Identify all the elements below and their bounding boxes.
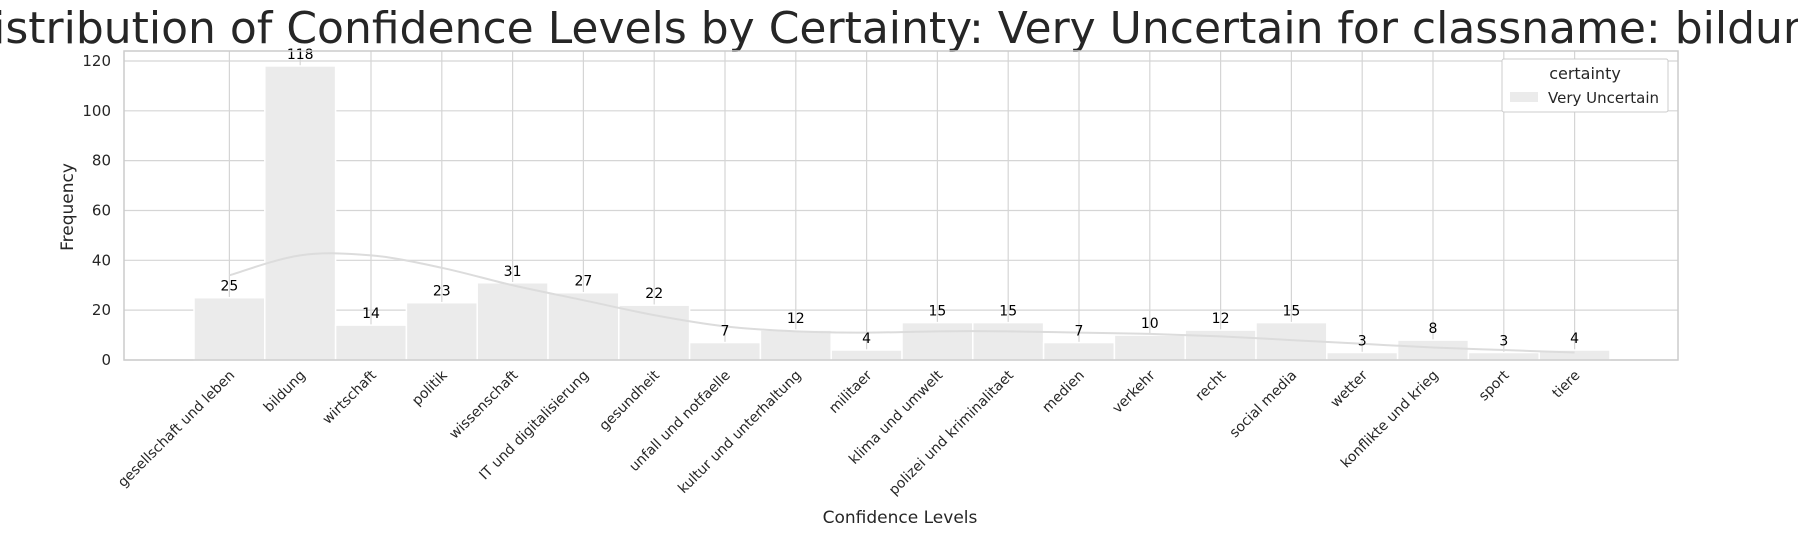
bar-label-10: 15 xyxy=(928,304,946,320)
bar-7[interactable] xyxy=(688,341,762,361)
bar-label-11: 15 xyxy=(999,304,1017,320)
y-tick-40: 40 xyxy=(92,251,111,269)
bar-6[interactable] xyxy=(618,304,691,361)
legend-frame xyxy=(1501,58,1669,113)
bar-label-9: 4 xyxy=(862,331,871,347)
x-tick-13: verkehr xyxy=(1109,367,1158,416)
x-tick-4: wissenschaft xyxy=(446,367,521,442)
x-tick-16: wetter xyxy=(1328,367,1372,411)
x-tick-0: gesellschaft und leben xyxy=(115,368,238,491)
bar-label-18: 3 xyxy=(1499,334,1508,350)
bar-label-15: 15 xyxy=(1282,304,1300,320)
bar-10[interactable] xyxy=(901,321,974,361)
x-tick-11: polizei und kriminalitaet xyxy=(886,367,1017,498)
bar-label-4: 31 xyxy=(504,264,522,280)
kde-line xyxy=(229,252,1575,354)
x-tick-2: wirtschaft xyxy=(320,367,381,428)
x-tick-14: recht xyxy=(1193,367,1230,404)
bar-label-8: 12 xyxy=(787,311,805,327)
bar-label-7: 7 xyxy=(721,324,730,340)
bar-label-12: 7 xyxy=(1075,324,1084,340)
legend-swatch xyxy=(1510,92,1538,102)
x-tick-12: medien xyxy=(1039,368,1087,416)
x-tick-15: social media xyxy=(1227,368,1301,442)
y-tick-60: 60 xyxy=(92,201,111,219)
bar-label-0: 25 xyxy=(220,279,238,295)
y-tick-120: 120 xyxy=(82,52,111,70)
bar-13[interactable] xyxy=(1113,334,1186,361)
bar-label-6: 22 xyxy=(645,286,663,302)
bar-8[interactable] xyxy=(759,329,832,361)
kde-curve xyxy=(229,252,1575,354)
bar-label-16: 3 xyxy=(1358,334,1367,350)
bar-5[interactable] xyxy=(547,291,620,361)
bar-4[interactable] xyxy=(476,282,549,361)
bar-16[interactable] xyxy=(1326,351,1399,361)
y-tick-0: 0 xyxy=(101,351,111,369)
bar-label-17: 8 xyxy=(1429,321,1438,337)
plot-frame xyxy=(123,50,1679,361)
bar-label-1: 118 xyxy=(287,47,314,63)
bar-9[interactable] xyxy=(830,349,903,361)
x-tick-6: gesundheit xyxy=(596,367,663,434)
y-tick-100: 100 xyxy=(82,102,111,120)
bar-3[interactable] xyxy=(405,301,478,361)
y-axis-label: Frequency xyxy=(58,163,78,251)
grid xyxy=(124,51,1678,361)
bar-label-2: 14 xyxy=(362,306,380,322)
x-ticks: gesellschaft und leben bildung wirtschaft p… xyxy=(115,367,1583,499)
x-tick-9: militaer xyxy=(826,367,875,416)
y-tick-80: 80 xyxy=(92,152,111,170)
x-tick-1: bildung xyxy=(261,368,309,416)
bar-1[interactable] xyxy=(264,65,337,361)
bar-label-19: 4 xyxy=(1570,331,1579,347)
bar-11[interactable] xyxy=(972,321,1045,361)
bars xyxy=(193,65,1611,361)
legend-title: certainty xyxy=(1549,64,1621,83)
y-ticks: 0 20 40 60 80 100 120 xyxy=(82,52,111,369)
bar-2[interactable] xyxy=(334,324,408,361)
bar-12[interactable] xyxy=(1042,341,1116,361)
x-tick-3: politik xyxy=(409,367,451,409)
x-tick-18: sport xyxy=(1476,367,1513,404)
chart-title: Distribution of Confidence Levels by Cer… xyxy=(0,3,1798,54)
bar-label-5: 27 xyxy=(574,274,592,290)
y-tick-20: 20 xyxy=(92,301,111,319)
bar-label-13: 10 xyxy=(1141,316,1159,332)
x-axis-label: Confidence Levels xyxy=(823,508,978,528)
bar-label-14: 12 xyxy=(1212,311,1230,327)
bar-18[interactable] xyxy=(1467,351,1540,361)
bar-0[interactable] xyxy=(193,296,266,361)
bar-label-3: 23 xyxy=(433,284,451,300)
x-tick-19: tiere xyxy=(1549,368,1583,402)
bar-17[interactable] xyxy=(1396,339,1470,361)
legend[interactable]: certainty Very Uncertain xyxy=(1501,58,1669,113)
x-tick-8: kultur und unterhaltung xyxy=(675,368,804,497)
legend-entry-very-uncertain[interactable]: Very Uncertain xyxy=(1548,89,1659,107)
